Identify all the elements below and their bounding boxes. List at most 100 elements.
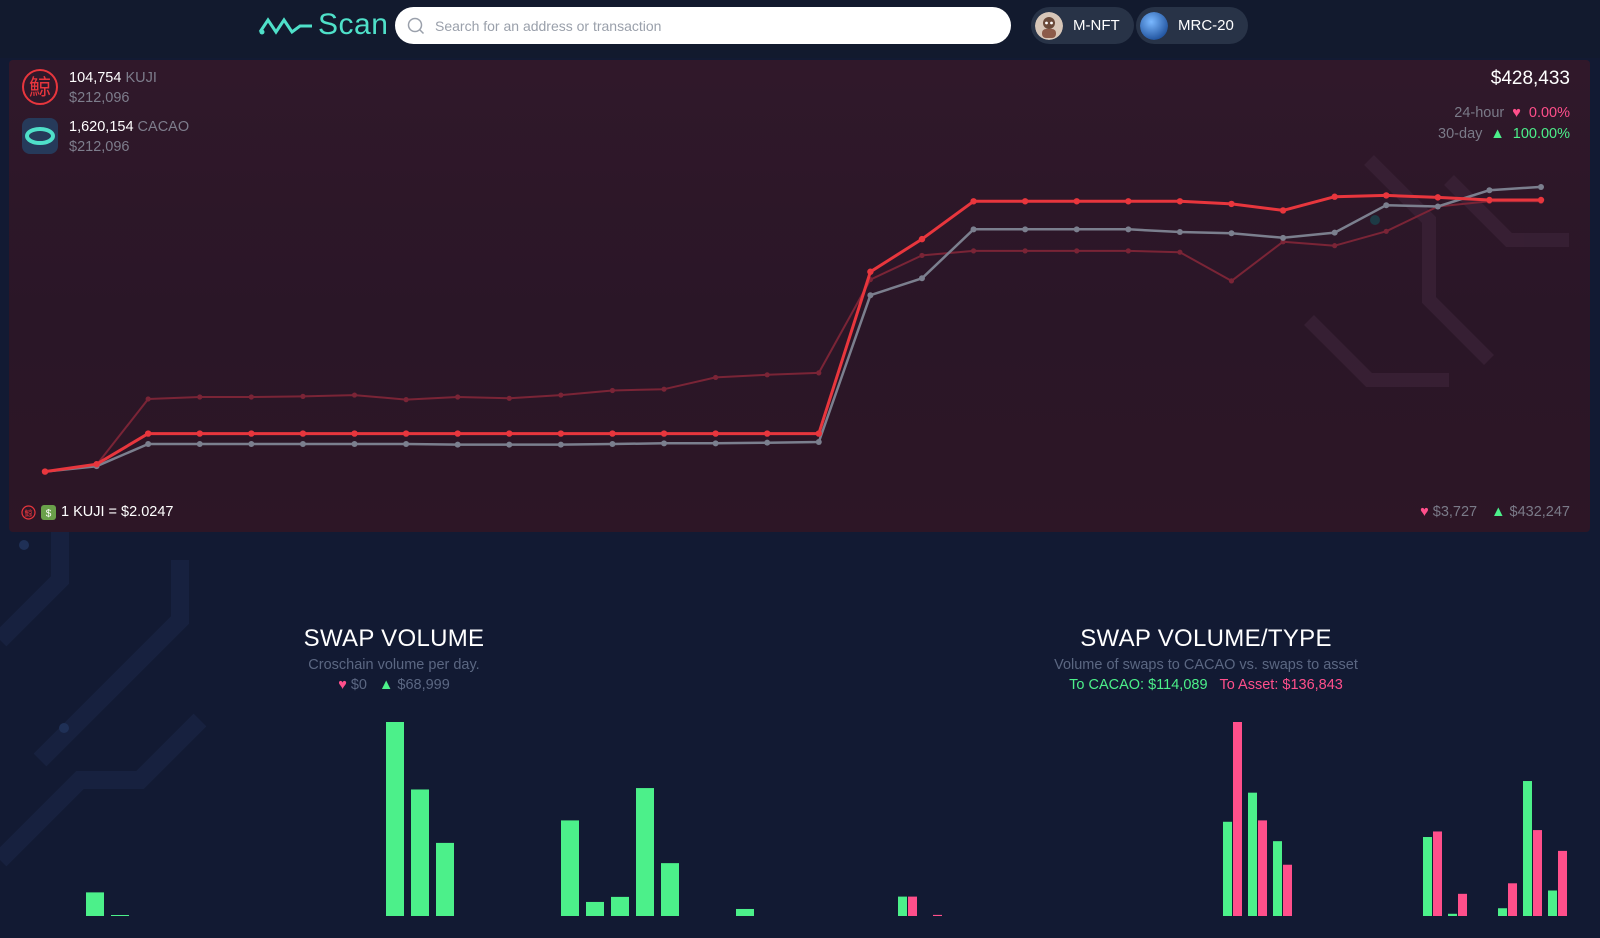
top-navigation-bar: Scan M-NFT MRC-20 [0, 0, 1600, 58]
price-point [1176, 228, 1183, 235]
swap-volume-title: SWAP VOLUME [303, 625, 485, 652]
price-point [455, 394, 461, 400]
triangle-up-icon: ▲ [1490, 126, 1505, 142]
to-asset-bar [933, 914, 942, 916]
to-asset-total: To Asset: $136,843 [1219, 677, 1343, 693]
price-point [248, 440, 255, 447]
dollar-icon: $ [41, 504, 56, 520]
price-point [41, 468, 49, 475]
price-point [506, 430, 513, 437]
total-pool-value: $428,433 [1490, 68, 1570, 89]
to-cacao-bar [898, 896, 907, 916]
price-point [661, 440, 668, 447]
to-asset-bar [1283, 864, 1292, 916]
change-24h-value: 0.00% [1528, 105, 1570, 121]
price-point [1022, 226, 1029, 233]
price-point [764, 439, 771, 446]
price-point [558, 392, 564, 398]
price-point [144, 430, 152, 437]
price-point [609, 440, 616, 447]
m-nft-label: M-NFT [1073, 17, 1120, 34]
price-point [145, 440, 152, 447]
price-point [1486, 187, 1493, 194]
swap-volume-bar [111, 915, 129, 916]
price-point [1537, 196, 1545, 204]
price-point [351, 430, 358, 437]
price-point [1383, 228, 1389, 234]
price-point [918, 275, 925, 282]
change-30-day: 30-day ▲ 100.00% [1438, 126, 1570, 142]
price-point [661, 386, 667, 392]
swap-volume-bar [586, 901, 604, 916]
price-point [1125, 226, 1132, 233]
nft-avatar-icon [1035, 11, 1063, 40]
cacao-usd-value: $212,096 [69, 139, 130, 155]
price-point [970, 198, 977, 205]
kuji-symbol: KUJI [125, 70, 157, 86]
price-point [609, 430, 616, 437]
price-line-chart [41, 183, 1545, 475]
search-bar[interactable] [395, 7, 1011, 44]
swap-volume-subtitle: Croschain volume per day. [308, 657, 480, 673]
change-24h-label: 24-hour [1454, 105, 1505, 121]
to-cacao-bar [1498, 908, 1507, 916]
price-point [506, 395, 512, 401]
to-asset-bar [1458, 893, 1467, 916]
price-point [454, 430, 461, 437]
range-min: $3,727 [1432, 504, 1478, 520]
mscan-logo-mark-icon [258, 17, 312, 35]
swap-volume-bar-chart [86, 722, 754, 916]
change-30d-label: 30-day [1438, 126, 1483, 142]
to-cacao-total: To CACAO: $114,089 [1069, 677, 1208, 693]
price-point [712, 440, 719, 447]
cacao-amount: 1,620,154 [69, 119, 134, 135]
swap-volume-min: $0 [350, 677, 367, 693]
svg-text:鯨: 鯨 [25, 508, 33, 518]
price-point [712, 430, 719, 437]
price-point [557, 441, 564, 448]
svg-text:鯨: 鯨 [29, 75, 51, 100]
to-cacao-bar [1273, 841, 1282, 916]
swap-volume-type-title: SWAP VOLUME/TYPE [1080, 625, 1332, 652]
price-point [557, 430, 565, 437]
swap-volume-bar [736, 908, 754, 916]
swap-volume-bar [636, 788, 654, 916]
mscan-logo[interactable]: Scan [258, 8, 388, 42]
price-point [1383, 202, 1390, 209]
to-asset-bar [1508, 883, 1517, 916]
price-point [351, 392, 358, 398]
triangle-up-icon: ▲ [378, 677, 394, 693]
price-point [1073, 226, 1080, 233]
price-point [299, 430, 307, 437]
price-point [196, 430, 203, 437]
search-input[interactable] [435, 17, 975, 34]
price-point [918, 235, 926, 243]
price-point [1176, 198, 1184, 205]
price-point [1434, 203, 1441, 210]
to-cacao-bar [1423, 837, 1432, 916]
price-point [1228, 278, 1235, 284]
m-nft-button[interactable]: M-NFT [1031, 7, 1134, 44]
price-point [970, 226, 977, 233]
heart-down-icon: ♥ [1420, 504, 1429, 520]
price-point [1331, 229, 1338, 236]
price-point [248, 394, 254, 400]
price-point [196, 440, 203, 447]
to-cacao-bar [1548, 890, 1557, 916]
to-asset-bar [1558, 850, 1567, 916]
swap-volume-bar [561, 820, 579, 916]
mrc-20-button[interactable]: MRC-20 [1136, 7, 1248, 44]
price-point [197, 394, 203, 400]
price-point [403, 397, 409, 403]
price-point [1177, 249, 1183, 255]
price-series-line-1 [44, 193, 1541, 474]
price-point [609, 387, 616, 394]
price-point [660, 430, 668, 437]
swap-volume-bar [611, 896, 629, 916]
price-point [299, 440, 306, 447]
swap-volume-type-subtitle: Volume of swaps to CACAO vs. swaps to as… [1054, 657, 1358, 673]
price-point [1073, 198, 1080, 205]
price-point [93, 461, 100, 468]
price-point [402, 430, 410, 437]
price-point [815, 439, 822, 446]
